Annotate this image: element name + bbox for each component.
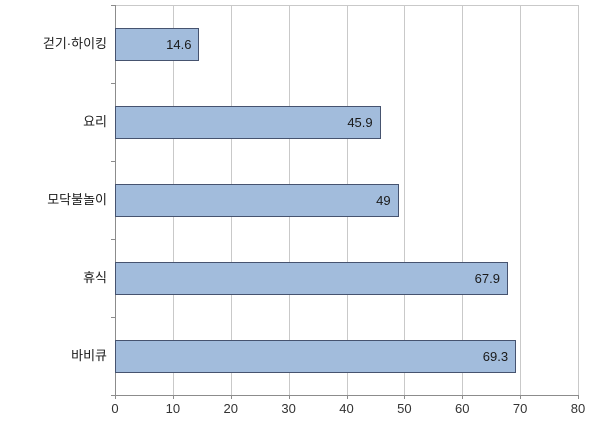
x-axis-line bbox=[115, 395, 578, 396]
x-axis-tick-label: 20 bbox=[223, 401, 238, 416]
x-axis-tick-label: 10 bbox=[165, 401, 181, 416]
x-axis-tick bbox=[578, 395, 579, 399]
x-axis-tick-label: 0 bbox=[111, 401, 119, 416]
bar-5: 69.3 bbox=[115, 339, 517, 373]
x-axis-tick-label: 60 bbox=[455, 401, 470, 416]
gridline bbox=[520, 5, 522, 395]
category-label: 요리 bbox=[83, 114, 107, 129]
y-axis-tick bbox=[111, 239, 115, 240]
gridline bbox=[578, 5, 579, 395]
category-label: 모닥불놀이 bbox=[47, 192, 107, 207]
y-axis-tick bbox=[111, 395, 115, 396]
y-axis-tick bbox=[111, 5, 115, 6]
y-axis-tick bbox=[111, 161, 115, 162]
x-axis-tick bbox=[288, 395, 290, 399]
x-axis-tick-label: 80 bbox=[570, 401, 586, 416]
x-axis-tick bbox=[404, 395, 406, 399]
plot-border-top bbox=[115, 5, 578, 6]
x-axis-tick bbox=[230, 395, 232, 399]
y-axis-tick bbox=[111, 317, 115, 318]
bar-2: 45.9 bbox=[115, 105, 381, 139]
x-axis-tick-label: 70 bbox=[512, 401, 528, 416]
gridline bbox=[404, 5, 406, 395]
x-axis-tick-label: 30 bbox=[281, 401, 296, 416]
x-axis-tick-label: 40 bbox=[339, 401, 354, 416]
bar-1: 14.6 bbox=[115, 27, 200, 61]
bar-3: 49 bbox=[115, 183, 399, 217]
x-axis-tick bbox=[346, 395, 348, 399]
category-label: 바비큐 bbox=[71, 348, 107, 363]
gridline bbox=[462, 5, 464, 395]
x-axis-tick bbox=[172, 395, 174, 399]
bar-value-label: 14.6 bbox=[166, 36, 192, 52]
bar-value-label: 69.3 bbox=[482, 348, 509, 364]
category-label: 휴식 bbox=[83, 270, 107, 285]
category-label: 걷기·하이킹 bbox=[42, 36, 107, 51]
x-axis-tick-label: 50 bbox=[397, 401, 412, 416]
bar-4: 67.9 bbox=[115, 261, 508, 295]
x-axis-tick bbox=[115, 395, 116, 399]
bar-value-label: 67.9 bbox=[474, 270, 500, 286]
x-axis-tick bbox=[520, 395, 522, 399]
x-axis-tick bbox=[462, 395, 464, 399]
bar-value-label: 45.9 bbox=[347, 114, 373, 130]
bar-value-label: 49 bbox=[376, 192, 391, 208]
y-axis-tick bbox=[111, 83, 115, 84]
